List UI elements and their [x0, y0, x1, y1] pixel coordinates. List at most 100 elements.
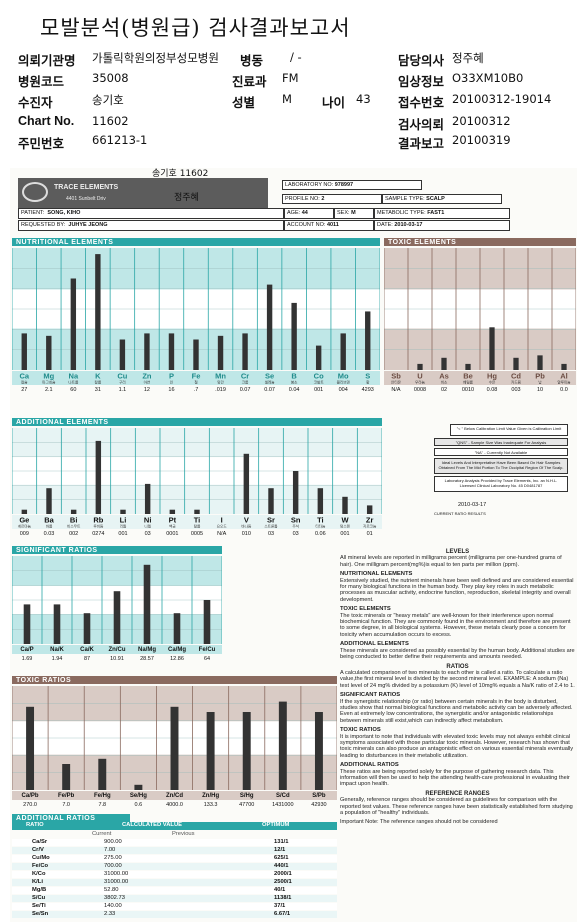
chart-label-strip	[12, 371, 380, 385]
chart-category-label: S/Hg	[240, 793, 254, 799]
account-box: ACCOUNT NO: 4011	[284, 220, 374, 231]
chart-category-sublabel: 붕소	[291, 380, 298, 385]
chart-category-sublabel: 카드뮴	[511, 380, 522, 385]
sample-type-box: SAMPLE TYPE: SCALP	[382, 194, 502, 204]
ratio-table-cell: Se/Ti	[32, 903, 46, 909]
report-header: 의뢰기관명 가톨릭학원의정부성모병원 병동 / - 담당의사 정주혜 병원코드 …	[0, 50, 577, 151]
chart-value-label: .7	[194, 387, 199, 393]
ratio-table-cell: 140.00	[104, 903, 122, 909]
chart-category-label: Rb	[93, 516, 103, 525]
ratio-table-cell: 2.33	[104, 911, 116, 917]
ratio-table-row: K/Co 31000.00 2000/1	[12, 871, 337, 878]
field-value: 11602	[92, 114, 129, 128]
ratios-heading: RATIOS	[446, 663, 469, 670]
chart-bar-bi	[70, 509, 77, 514]
ratio-table-row: Cr/V 7.00 12/1	[12, 847, 337, 854]
addr-text: These ratios are being reported solely f…	[340, 768, 570, 788]
account-value: 4011	[326, 222, 339, 228]
tox-text: It is important to note that individuals…	[340, 733, 574, 759]
ratios-text: A calculated comparison of two minerals …	[340, 669, 575, 689]
age-box: AGE: 44	[284, 208, 334, 219]
note-below-limit: "< " Below Calibration Limit Value Given…	[450, 424, 568, 436]
age-label: AGE:	[287, 210, 301, 216]
chart-bar-li	[120, 509, 126, 514]
chart-category-label: Be	[463, 372, 473, 381]
chart-category-label: Ba	[44, 516, 54, 525]
chart-value-label: 01	[367, 531, 373, 537]
chart-bar-ni	[144, 483, 151, 514]
ratio-table-cell: 625/1	[274, 855, 289, 861]
chart-bar-se	[266, 284, 273, 370]
chart-category-sublabel: 지르코늄	[363, 524, 377, 529]
chart-band-high	[12, 248, 380, 290]
chart-bar-pb	[537, 355, 543, 370]
chart-value-label: 10.91	[110, 656, 124, 662]
chart-category-label: Pt	[169, 516, 177, 525]
metabolic-label: METABOLIC TYPE:	[377, 210, 426, 216]
chart-bar-mo	[340, 333, 346, 370]
chart-category-label: Al	[560, 372, 568, 381]
field-value: / -	[290, 50, 302, 64]
sig-heading: SIGNIFICANT RATIOS	[340, 692, 401, 699]
chart-category-label: Li	[120, 516, 127, 525]
chart-bar-ca-pb	[26, 706, 35, 790]
chart-value-label: 02	[441, 387, 447, 393]
header-row: Chart No. 11602 검사의뢰 20100312	[0, 114, 577, 132]
important-note: Important Note: The reference ranges sho…	[340, 819, 498, 826]
chart-category-sublabel: 베릴륨	[463, 380, 474, 385]
ratio-table-cell: 6.67/1	[274, 911, 291, 917]
chart-category-label: Ti	[317, 516, 324, 525]
chart-value-label: 0.0	[560, 387, 568, 393]
chart-bar-cu	[119, 339, 126, 370]
metabolic-box: METABOLIC TYPE: FAST1	[374, 208, 510, 219]
chart-bar-b	[291, 302, 297, 370]
chart-category-sublabel: 주석	[292, 524, 299, 529]
lab-address: 4401 Sunbelt Driv	[66, 196, 106, 202]
scanned-report: TRACE ELEMENTS 4401 Sunbelt Driv 송기호 116…	[10, 168, 577, 922]
chart-label-strip	[12, 791, 337, 800]
chart-category-label: Ca/Mg	[168, 647, 186, 653]
chart-bar-zn-cu	[113, 591, 121, 644]
chart-category-sublabel: 황	[366, 380, 370, 385]
chart-bar-ca	[21, 333, 27, 370]
chart-category-sublabel: 스트론튬	[264, 524, 278, 529]
lab-no-box: LABORATORY NO: 978997	[282, 180, 422, 190]
chart-value-label: 87	[84, 656, 90, 662]
chart-bar-w	[342, 496, 348, 514]
sex-value: M	[351, 210, 356, 216]
nutri-text: Extensively studied, the nutrient minera…	[340, 577, 574, 603]
chart-category-label: I	[221, 516, 223, 525]
chart-value-label: 27	[21, 387, 27, 393]
page-title: 모발분석(병원급) 검사결과보고서	[40, 16, 351, 40]
field-label: 접수번호	[398, 96, 445, 110]
field-value: 661213-1	[92, 133, 148, 147]
field-label: 나이	[322, 96, 346, 110]
chart-bar-s	[365, 311, 371, 370]
chart-category-label: Mo	[338, 372, 349, 381]
ratio-table-cell: 440/1	[274, 863, 289, 869]
chart-bar-rb	[95, 440, 102, 514]
chart-category-label: Zn	[142, 372, 152, 381]
metabolic-value: FAST1	[427, 210, 445, 216]
nutritional-title: NUTRITIONAL ELEMENTS	[16, 239, 114, 246]
lab-logo-bar: TRACE ELEMENTS 4401 Sunbelt Driv	[18, 178, 268, 208]
chart-value-label: N/A	[217, 531, 227, 537]
significant-ratios-chart: Ca/P 1.69 Na/K 1.94 Ca/K 87 Zn/Cu 10.91 Na/Mg 28.…	[12, 556, 222, 662]
chart-value-label: 0.07	[240, 387, 251, 393]
toxic-ratios-title: TOXIC RATIOS	[16, 677, 72, 684]
chart-bar-as	[441, 357, 447, 370]
ratio-table-cell: 3802.73	[104, 895, 125, 901]
chart-bar-fe-cu	[203, 600, 211, 644]
chart-category-sublabel: 철	[194, 380, 197, 385]
chart-bar-k	[95, 254, 101, 370]
ratio-table-subheader: Current Previous	[12, 831, 337, 838]
chart-category-sublabel: 비소	[441, 380, 448, 385]
lab-no-value: 978997	[334, 182, 354, 188]
note-lab: Laboratory Analysis Provided by Trace El…	[434, 476, 568, 492]
chart-value-label: 0274	[92, 531, 104, 537]
field-value: 20100312	[452, 114, 511, 128]
note-ideal: Ideal Levels And Interpretative Have Bee…	[434, 458, 568, 474]
ratio-table-cell: K/Li	[32, 879, 43, 885]
ratio-table-cell: 131/1	[274, 839, 289, 845]
chart-category-label: Zn/Cd	[166, 793, 183, 799]
